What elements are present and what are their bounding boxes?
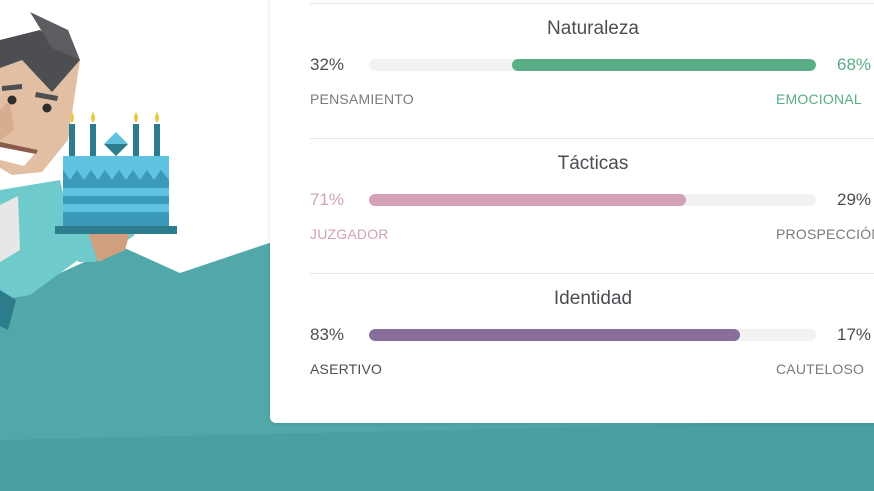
teal-background-shadow xyxy=(0,420,874,491)
right-pole-label: EMOCIONAL xyxy=(776,91,862,107)
trait-bar-fill xyxy=(369,329,740,341)
left-pole-label: ASERTIVO xyxy=(310,361,383,377)
card-top-divider xyxy=(310,3,874,4)
trait-bar-fill xyxy=(369,194,687,206)
trait-identidad: Identidad 83% 17% ASERTIVO CAUTELOSO xyxy=(310,274,874,409)
right-percentage: 68% xyxy=(837,55,872,74)
trait-title: Naturaleza xyxy=(547,18,639,39)
trait-divider xyxy=(310,138,874,139)
trait-naturaleza: Naturaleza 32% 68% PENSAMIENTO EMOCIONAL xyxy=(310,4,874,139)
right-pole-label: PROSPECCIÓN xyxy=(776,226,874,242)
trait-divider xyxy=(310,273,874,274)
right-percentage: 17% xyxy=(837,325,872,344)
left-percentage: 71% xyxy=(310,190,345,209)
trait-bar-track xyxy=(369,329,816,341)
trait-bar-fill xyxy=(512,59,816,71)
man-holding-birthday-cake-icon xyxy=(0,12,135,330)
trait-bar-track xyxy=(369,59,816,71)
personality-traits-card: Naturaleza 32% 68% PENSAMIENTO EMOCIONAL… xyxy=(270,0,874,423)
trait-tacticas: Tácticas 71% 29% JUZGADOR PROSPECCIÓN xyxy=(310,139,874,274)
birthday-cake-icon xyxy=(55,112,177,234)
left-percentage: 83% xyxy=(310,325,345,344)
left-pole-label: JUZGADOR xyxy=(310,226,389,242)
trait-title: Tácticas xyxy=(557,153,629,174)
left-percentage: 32% xyxy=(310,55,345,74)
right-percentage: 29% xyxy=(837,190,872,209)
right-pole-label: CAUTELOSO xyxy=(776,361,865,377)
left-pole-label: PENSAMIENTO xyxy=(310,91,414,107)
trait-bar-track xyxy=(369,194,816,206)
trait-title: Identidad xyxy=(553,288,633,309)
